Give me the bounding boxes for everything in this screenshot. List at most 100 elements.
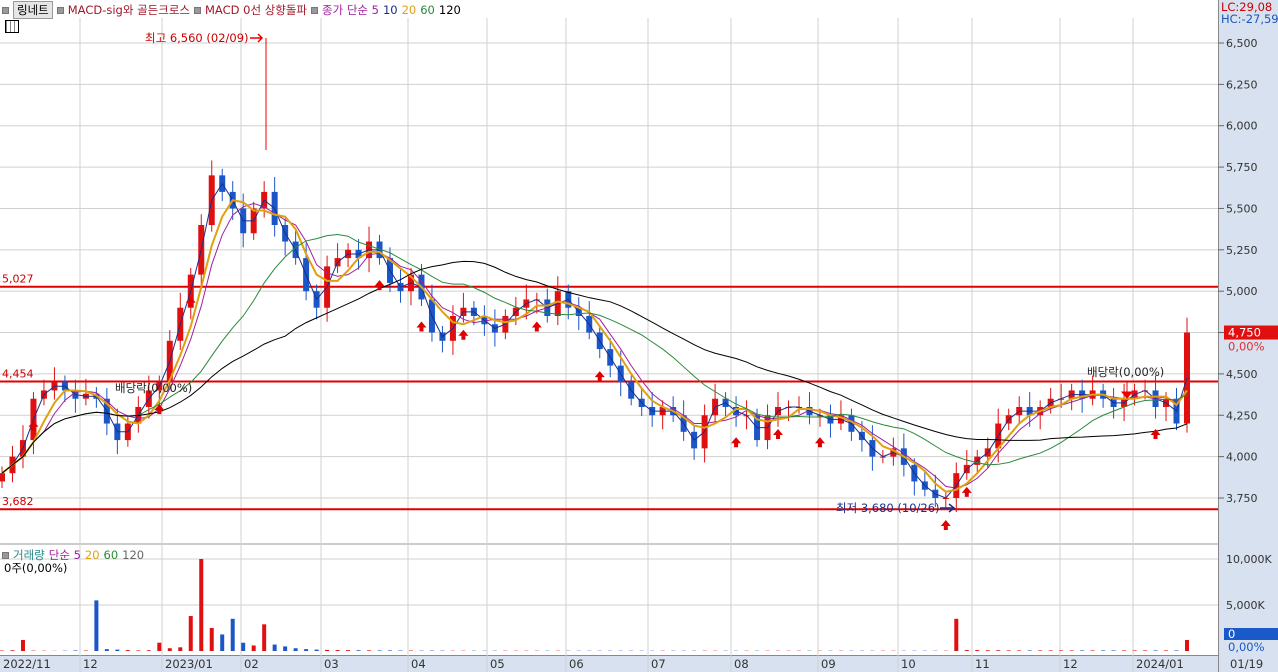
date-tick-label: 2022/11 bbox=[3, 657, 51, 671]
ma-120[interactable]: 120 bbox=[438, 3, 461, 17]
volume-bar bbox=[146, 650, 151, 651]
buy-signal-arrow-icon bbox=[594, 371, 605, 382]
dividend-arrow-icon bbox=[1120, 382, 1134, 399]
vol-ma-5: 단순 5 bbox=[48, 548, 81, 562]
vol-ma-20: 20 bbox=[84, 548, 100, 562]
volume-bar bbox=[1006, 650, 1011, 651]
price-tick-label: 5,000 bbox=[1226, 285, 1258, 298]
signal-macd-golden[interactable]: MACD-sig와 골든크로스 bbox=[67, 3, 190, 17]
volume-bar bbox=[1048, 650, 1053, 651]
date-tick-label: 09 bbox=[821, 657, 836, 671]
volume-bar bbox=[964, 650, 969, 651]
date-tick-label: 11 bbox=[975, 657, 990, 671]
price-tick-label: 6,000 bbox=[1226, 120, 1258, 133]
moving-average-5 bbox=[1, 202, 1188, 489]
last-date-label: 01/19 bbox=[1230, 657, 1263, 671]
buy-signal-arrow-icon bbox=[416, 321, 427, 332]
volume-bar bbox=[20, 639, 25, 651]
volume-bar bbox=[178, 647, 183, 651]
volume-bar bbox=[1185, 639, 1189, 651]
date-tick-label: 2024/01 bbox=[1136, 657, 1184, 671]
ma-60[interactable]: 60 bbox=[420, 3, 435, 17]
volume-bar bbox=[272, 644, 277, 651]
volume-bar bbox=[975, 650, 980, 651]
date-tick-label: 10 bbox=[901, 657, 916, 671]
volume-bar bbox=[1153, 650, 1158, 651]
volume-bar bbox=[325, 649, 330, 651]
volume-bar bbox=[346, 650, 351, 651]
legend-marker-icon bbox=[311, 6, 318, 14]
date-tick-label: 07 bbox=[651, 657, 666, 671]
volume-bar bbox=[304, 649, 309, 651]
high-arrow-icon bbox=[250, 33, 264, 43]
volume-bar bbox=[1174, 650, 1179, 651]
price-tick-label: 4,000 bbox=[1226, 451, 1258, 464]
volume-bar bbox=[241, 642, 246, 651]
volume-bar bbox=[167, 648, 172, 651]
volume-bar bbox=[157, 642, 162, 651]
date-tick-label: 12 bbox=[83, 657, 98, 671]
price-tick-label: 5,500 bbox=[1226, 202, 1258, 215]
current-price-tag bbox=[1224, 325, 1278, 340]
legend-marker-icon bbox=[194, 6, 201, 14]
buy-signal-arrow-icon bbox=[531, 321, 542, 332]
volume-current: 0 bbox=[1228, 627, 1235, 641]
date-tick-label: 06 bbox=[569, 657, 584, 671]
volume-bar bbox=[1069, 650, 1074, 651]
price-tick-label: 6,500 bbox=[1226, 37, 1258, 50]
grid-table-icon[interactable] bbox=[5, 20, 19, 33]
volume-bar bbox=[73, 650, 78, 651]
current-price: 4,750 bbox=[1228, 326, 1261, 340]
volume-bar bbox=[136, 650, 141, 651]
volume-bar bbox=[94, 600, 99, 651]
buy-signal-arrow-icon bbox=[773, 428, 784, 439]
volume-tick-label: 10,000K bbox=[1226, 553, 1272, 566]
volume-bar bbox=[1090, 650, 1095, 651]
volume-legend: 거래량 단순 5 20 60 120 bbox=[2, 547, 144, 563]
volume-bar bbox=[262, 624, 267, 651]
volume-current-pct: 0,00% bbox=[1228, 640, 1265, 654]
buy-signal-arrow-icon bbox=[814, 437, 825, 448]
candle-body bbox=[0, 473, 5, 482]
volume-bar bbox=[1080, 650, 1085, 651]
ma-label[interactable]: 종가 단순 5 bbox=[322, 3, 379, 17]
volume-bar bbox=[251, 645, 256, 651]
stock-name-button[interactable]: 링네트 bbox=[13, 1, 53, 19]
volume-bar bbox=[1111, 650, 1116, 651]
ma-20[interactable]: 20 bbox=[401, 3, 417, 17]
dividend-annotation-2: 배당락(0,00%) bbox=[1087, 365, 1164, 379]
buy-signal-arrow-icon bbox=[731, 437, 742, 448]
date-tick-label: 05 bbox=[490, 657, 505, 671]
vol-ma-120: 120 bbox=[122, 548, 145, 562]
volume-bar bbox=[954, 618, 959, 651]
chart-legend: 링네트 MACD-sig와 골든크로스 MACD 0선 상향돌파 종가 단순 5… bbox=[2, 1, 461, 19]
volume-bar bbox=[377, 650, 382, 651]
volume-bar bbox=[1122, 650, 1127, 651]
moving-average-60 bbox=[1, 233, 1188, 474]
volume-bar bbox=[1101, 650, 1106, 651]
support-label: 3,682 bbox=[2, 495, 34, 508]
volume-bar bbox=[1132, 650, 1137, 651]
date-axis bbox=[0, 655, 1218, 672]
current-change: 0,00% bbox=[1228, 340, 1265, 354]
high-annotation: 최고 6,560 (02/09) bbox=[145, 31, 249, 45]
ma-10[interactable]: 10 bbox=[382, 3, 398, 17]
volume-bar bbox=[367, 650, 372, 651]
volume-bar bbox=[104, 649, 109, 651]
date-tick-label: 08 bbox=[734, 657, 749, 671]
volume-tick-label: 5,000K bbox=[1226, 599, 1265, 612]
volume-bar bbox=[125, 650, 130, 651]
moving-average-120 bbox=[1, 260, 1188, 474]
volume-bar bbox=[1017, 650, 1022, 651]
price-tick-label: 4,500 bbox=[1226, 368, 1258, 381]
volume-bar bbox=[388, 650, 393, 651]
buy-signal-arrow-icon bbox=[154, 404, 165, 415]
support-label: 5,027 bbox=[2, 273, 34, 286]
volume-bar bbox=[209, 628, 214, 651]
legend-marker-icon bbox=[2, 551, 9, 559]
buy-signal-arrow-icon bbox=[940, 519, 951, 530]
price-tick-label: 5,750 bbox=[1226, 161, 1258, 174]
price-tick-label: 5,250 bbox=[1226, 244, 1258, 257]
signal-macd-zero[interactable]: MACD 0선 상향돌파 bbox=[205, 3, 307, 17]
